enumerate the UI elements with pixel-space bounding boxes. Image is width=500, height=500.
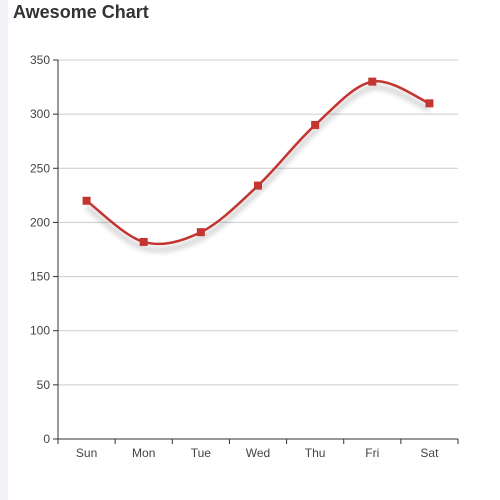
series-line (85, 80, 430, 246)
page-edge-strip (0, 0, 8, 500)
y-tick-label: 250 (30, 161, 50, 175)
data-point-sat[interactable] (425, 99, 434, 108)
data-point-fri[interactable] (368, 77, 377, 86)
axes: 0 50 100 150 200 250 300 350 Sun Mon Tue Wed Thu Fri S… (30, 53, 459, 460)
grid-lines (58, 59, 458, 386)
x-tick-label: Fri (365, 446, 379, 460)
y-tick-label: 0 (43, 432, 50, 446)
y-tick-label: 150 (30, 270, 50, 284)
data-point-sun[interactable] (82, 196, 91, 205)
data-point-thu[interactable] (311, 120, 320, 129)
chart-title: Awesome Chart (13, 2, 149, 22)
x-tick-label: Sat (420, 446, 439, 460)
markers (82, 77, 434, 246)
x-tick-label: Sun (76, 446, 97, 460)
y-tick-label: 300 (30, 107, 50, 121)
y-tick-label: 50 (37, 378, 51, 392)
y-tick-label: 200 (30, 215, 50, 229)
series (85, 80, 430, 246)
x-tick-label: Tue (191, 446, 212, 460)
x-tick-label: Thu (305, 446, 326, 460)
x-tick-label: Wed (246, 446, 270, 460)
data-point-tue[interactable] (196, 228, 205, 237)
y-tick-label: 350 (30, 53, 50, 67)
data-point-wed[interactable] (254, 181, 262, 190)
y-tick-label: 100 (30, 324, 50, 338)
x-tick-label: Mon (132, 446, 155, 460)
data-point-mon[interactable] (139, 237, 148, 246)
